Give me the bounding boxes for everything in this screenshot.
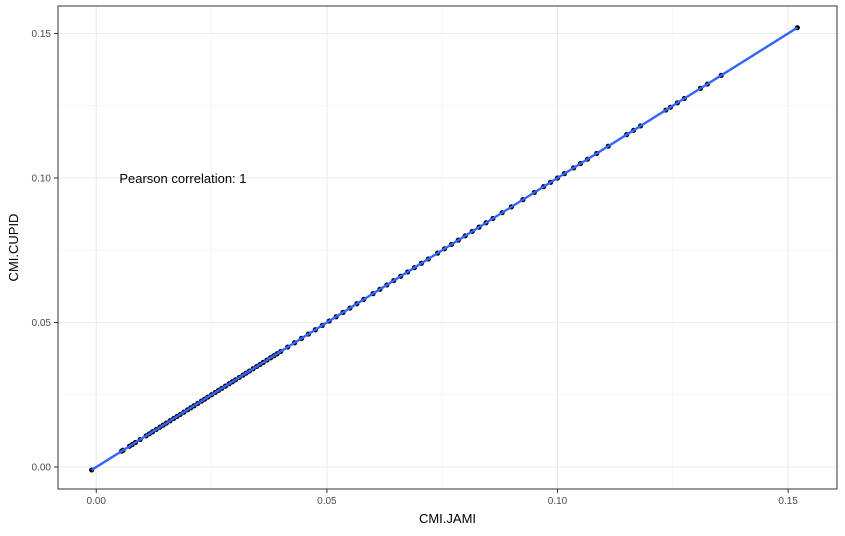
major-gridlines: [58, 6, 837, 489]
x-tick-label: 0.10: [548, 496, 568, 507]
x-axis-title: CMI.JAMI: [419, 511, 476, 526]
y-tick-label: 0.00: [32, 463, 52, 474]
x-tick-label: 0.05: [317, 496, 337, 507]
x-tick-label: 0.15: [778, 496, 798, 507]
x-tick-label: 0.00: [87, 496, 107, 507]
y-axis: 0.00 0.05 0.10 0.15: [32, 29, 58, 474]
regression-line: [91, 26, 798, 471]
y-tick-label: 0.10: [32, 173, 52, 184]
minor-gridlines: [58, 6, 837, 489]
y-tick-label: 0.15: [32, 29, 52, 40]
y-axis-title: CMI.CUPID: [6, 214, 21, 282]
x-axis: 0.00 0.05 0.10 0.15: [87, 489, 798, 507]
correlation-annotation: Pearson correlation: 1: [119, 171, 246, 186]
y-tick-label: 0.05: [32, 318, 52, 329]
panel-border: [57, 5, 838, 490]
